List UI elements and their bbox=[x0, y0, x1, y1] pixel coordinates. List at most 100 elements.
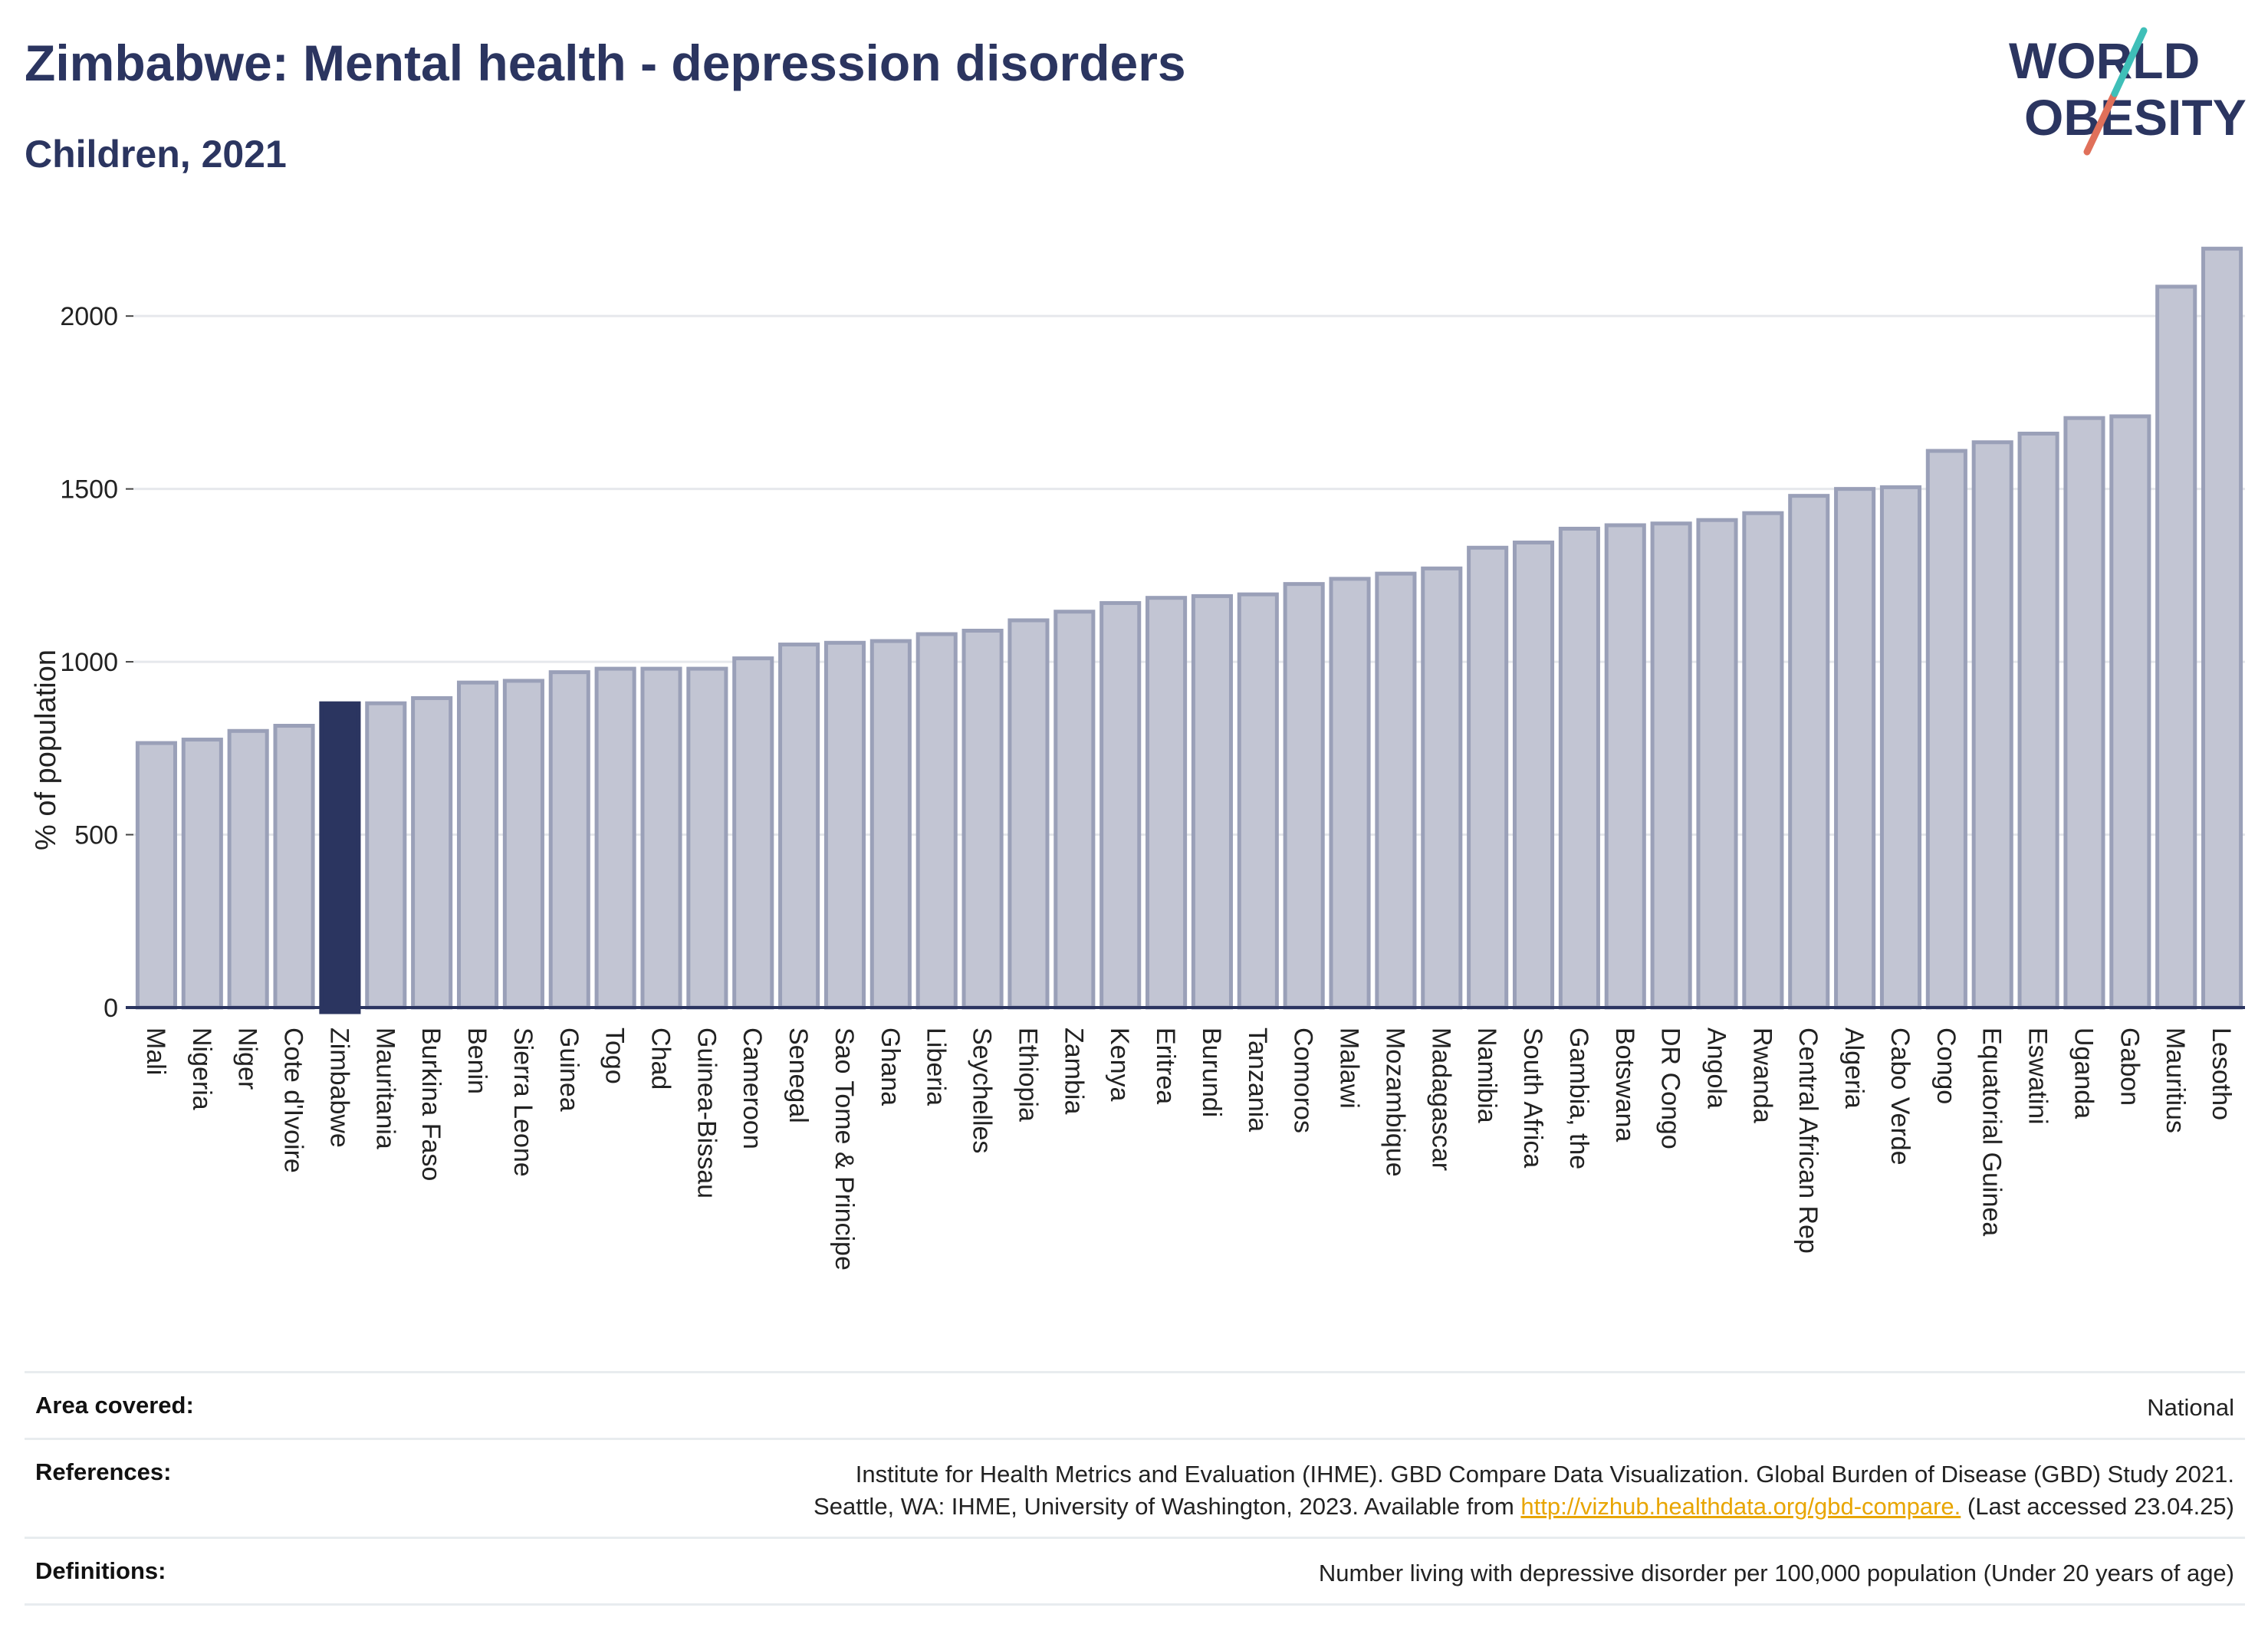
x-tick-label-malawi: Malawi bbox=[1335, 1027, 1364, 1109]
x-tick-label-central-african-rep: Central African Rep bbox=[1793, 1027, 1823, 1254]
y-tick-label-1500: 1500 bbox=[60, 475, 118, 505]
bar-botswana bbox=[1604, 523, 1646, 1010]
bar-madagascar bbox=[1421, 566, 1463, 1010]
bar-eswatini bbox=[2017, 431, 2059, 1010]
bar-chart: 0 500 1000 1500 2000 Mali Nigeria Niger Cote d'I… bbox=[30, 246, 2245, 1271]
area-label: Area covered: bbox=[35, 1392, 194, 1419]
x-tick-label-cabo-verde: Cabo Verde bbox=[1885, 1027, 1915, 1165]
x-tick-label-equatorial-guinea: Equatorial Guinea bbox=[1977, 1027, 2007, 1236]
bar-mauritania bbox=[365, 701, 407, 1010]
bar-ghana bbox=[869, 639, 912, 1010]
bar-dr-congo bbox=[1650, 521, 1692, 1010]
references-link[interactable]: http://vizhub.healthdata.org/gbd-compare… bbox=[1520, 1493, 1961, 1520]
x-tick-label-uganda: Uganda bbox=[2069, 1027, 2098, 1119]
x-tick-label-guinea-bissau: Guinea-Bissau bbox=[692, 1027, 721, 1198]
y-tick-label-0: 0 bbox=[104, 994, 118, 1023]
bar-rwanda bbox=[1742, 511, 1784, 1010]
bar-sao-tome-principe bbox=[823, 640, 866, 1010]
bar-angola bbox=[1696, 518, 1738, 1010]
bar-lesotho bbox=[2201, 246, 2243, 1010]
bar-guinea bbox=[548, 670, 590, 1010]
bar-chad bbox=[640, 666, 682, 1010]
bar-cameroon bbox=[732, 656, 774, 1010]
bar-senegal bbox=[778, 643, 820, 1010]
x-tick-label-rwanda: Rwanda bbox=[1747, 1027, 1777, 1123]
bar-uganda bbox=[2063, 416, 2105, 1010]
x-tick-label-namibia: Namibia bbox=[1472, 1027, 1501, 1123]
references-line2-post: (Last accessed 23.04.25) bbox=[1961, 1493, 2234, 1520]
x-tick-label-niger: Niger bbox=[233, 1027, 262, 1090]
page-subtitle: Children, 2021 bbox=[25, 133, 287, 176]
bar-nigeria bbox=[181, 738, 223, 1010]
bar-burkina-faso bbox=[411, 695, 453, 1010]
x-tick-label-gambia-the: Gambia, the bbox=[1564, 1027, 1593, 1169]
x-tick-label-ethiopia: Ethiopia bbox=[1013, 1027, 1042, 1122]
bar-gabon bbox=[2109, 414, 2151, 1010]
bar-mozambique bbox=[1375, 571, 1417, 1010]
definitions-label: Definitions: bbox=[35, 1557, 166, 1584]
x-tick-label-burkina-faso: Burkina Faso bbox=[416, 1027, 445, 1181]
x-tick-label-mali: Mali bbox=[141, 1027, 170, 1075]
bar-tanzania bbox=[1237, 592, 1279, 1010]
x-tick-label-seychelles: Seychelles bbox=[968, 1027, 997, 1153]
bar-kenya bbox=[1099, 600, 1142, 1010]
bar-ethiopia bbox=[1007, 618, 1050, 1010]
x-tick-label-burundi: Burundi bbox=[1197, 1027, 1226, 1117]
bar-zambia bbox=[1053, 610, 1096, 1010]
bar-mali bbox=[135, 741, 177, 1010]
footer-row-references: References: Institute for Health Metrics… bbox=[25, 1438, 2245, 1537]
bar-mauritius bbox=[2155, 284, 2197, 1010]
x-tick-label-mauritania: Mauritania bbox=[370, 1027, 399, 1149]
bar-burundi bbox=[1191, 593, 1233, 1010]
x-tick-label-lesotho: Lesotho bbox=[2207, 1027, 2236, 1120]
x-tick-label-togo: Togo bbox=[600, 1027, 629, 1084]
world-obesity-logo: WORLD OBESITY bbox=[2009, 27, 2247, 156]
x-tick-label-algeria: Algeria bbox=[1839, 1027, 1869, 1109]
x-tick-label-south-africa: South Africa bbox=[1518, 1027, 1547, 1168]
x-tick-label-senegal: Senegal bbox=[784, 1027, 813, 1123]
x-tick-label-botswana: Botswana bbox=[1610, 1027, 1639, 1142]
x-tick-label-mozambique: Mozambique bbox=[1380, 1027, 1409, 1177]
x-tick-label-benin: Benin bbox=[462, 1027, 491, 1094]
definitions-value: Number living with depressive disorder p… bbox=[1318, 1560, 2234, 1586]
bar-central-african-rep bbox=[1788, 494, 1830, 1010]
bar-eritrea bbox=[1146, 596, 1188, 1010]
x-tick-label-zimbabwe: Zimbabwe bbox=[324, 1027, 353, 1148]
bar-togo bbox=[594, 666, 636, 1010]
bar-liberia bbox=[915, 632, 958, 1010]
bar-cabo-verde bbox=[1879, 485, 1922, 1010]
x-tick-label-cote-d-ivoire: Cote d'Ivoire bbox=[279, 1027, 308, 1173]
bar-malawi bbox=[1329, 577, 1371, 1010]
bar-gambia-the bbox=[1558, 526, 1600, 1010]
x-tick-label-chad: Chad bbox=[646, 1027, 675, 1090]
logo-slash-teal bbox=[2111, 27, 2148, 97]
bar-seychelles bbox=[961, 629, 1004, 1010]
bar-guinea-bissau bbox=[686, 666, 728, 1010]
y-tick-label-2000: 2000 bbox=[60, 302, 118, 331]
x-tick-label-kenya: Kenya bbox=[1105, 1027, 1134, 1101]
x-tick-label-sao-tome-principe: Sao Tome & Principe bbox=[830, 1027, 859, 1271]
x-tick-label-angola: Angola bbox=[1702, 1027, 1731, 1109]
axes bbox=[126, 315, 2245, 1009]
x-tick-label-gabon: Gabon bbox=[2115, 1027, 2144, 1106]
logo-line1: WORLD bbox=[2009, 32, 2200, 89]
bars bbox=[135, 246, 2243, 1014]
chart-footer: Area covered: National References: Insti… bbox=[25, 1371, 2245, 1606]
bar-benin bbox=[456, 680, 499, 1010]
x-tick-label-liberia: Liberia bbox=[922, 1027, 951, 1106]
bar-cote-d-ivoire bbox=[273, 724, 315, 1010]
x-tick-label-tanzania: Tanzania bbox=[1243, 1027, 1272, 1132]
page-title: Zimbabwe: Mental health - depression dis… bbox=[25, 35, 1186, 91]
references-line1: Institute for Health Metrics and Evaluat… bbox=[855, 1461, 2234, 1488]
x-tick-label-eritrea: Eritrea bbox=[1151, 1027, 1180, 1104]
y-tick-label-500: 500 bbox=[74, 821, 118, 850]
x-tick-label-madagascar: Madagascar bbox=[1426, 1027, 1455, 1171]
x-tick-label-congo: Congo bbox=[1931, 1027, 1961, 1104]
logo-slash-red bbox=[2083, 90, 2118, 156]
y-tick-label-1000: 1000 bbox=[60, 648, 118, 677]
bar-niger bbox=[227, 728, 269, 1010]
x-tick-label-mauritius: Mauritius bbox=[2161, 1027, 2190, 1133]
references-value: Institute for Health Metrics and Evaluat… bbox=[814, 1458, 2234, 1523]
bar-equatorial-guinea bbox=[1971, 440, 2013, 1010]
bar-algeria bbox=[1834, 487, 1876, 1010]
